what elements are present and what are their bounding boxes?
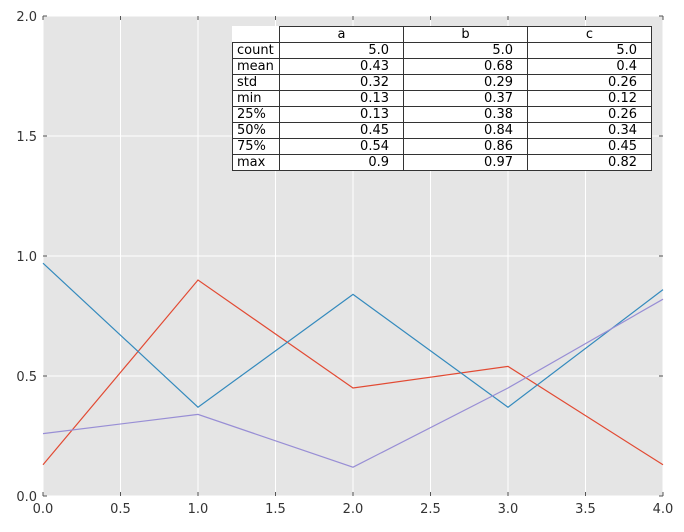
table-cell: 0.13 — [279, 106, 404, 123]
x-tick-label: 1.5 — [265, 502, 286, 517]
y-tick-label: 0.0 — [16, 490, 37, 505]
table-header-row: a b c — [233, 26, 652, 43]
x-tick-label: 3.5 — [575, 502, 596, 517]
table-cell: 0.37 — [403, 90, 528, 107]
table-cell: 0.38 — [403, 106, 528, 123]
x-tick-label: 1.0 — [188, 502, 209, 517]
series-line-c — [42, 298, 664, 468]
row-label: 25% — [232, 106, 280, 123]
table-cell: 5.0 — [403, 42, 528, 59]
table-cell: 0.45 — [279, 122, 404, 139]
y-tick-label: 1.0 — [16, 250, 37, 265]
table-cell: 0.43 — [279, 58, 404, 75]
row-label: mean — [232, 58, 280, 75]
table-cell: 5.0 — [527, 42, 652, 59]
y-tick-label: 0.5 — [16, 370, 37, 385]
table-cell: 0.34 — [527, 122, 652, 139]
table-corner — [233, 27, 280, 43]
table-cell: 0.12 — [527, 90, 652, 107]
row-label: count — [232, 42, 280, 59]
table-cell: 0.26 — [527, 106, 652, 123]
table-row: std 0.32 0.29 0.26 — [232, 74, 652, 91]
x-tick-label: 2.0 — [343, 502, 364, 517]
x-tick-label: 0.5 — [110, 502, 131, 517]
x-tick-label: 4.0 — [653, 502, 674, 517]
row-label: 75% — [232, 138, 280, 155]
x-tick-label: 2.5 — [420, 502, 441, 517]
column-header-c: c — [527, 26, 652, 43]
table-cell: 0.82 — [527, 154, 652, 171]
y-tick-label: 2.0 — [16, 10, 37, 25]
table-row: max 0.9 0.97 0.82 — [232, 154, 652, 171]
row-label: min — [232, 90, 280, 107]
table-cell: 0.4 — [527, 58, 652, 75]
table-cell: 0.68 — [403, 58, 528, 75]
table-cell: 5.0 — [279, 42, 404, 59]
table-row: 50% 0.45 0.84 0.34 — [232, 122, 652, 139]
table-cell: 0.97 — [403, 154, 528, 171]
series-line-b — [42, 262, 664, 408]
table-cell: 0.29 — [403, 74, 528, 91]
series-line-a — [42, 279, 664, 466]
x-tick-label: 3.0 — [498, 502, 519, 517]
table-cell: 0.26 — [527, 74, 652, 91]
table-cell: 0.32 — [279, 74, 404, 91]
table-row: 75% 0.54 0.86 0.45 — [232, 138, 652, 155]
table-row: mean 0.43 0.68 0.4 — [232, 58, 652, 75]
table-row: count 5.0 5.0 5.0 — [232, 42, 652, 59]
y-tick-label: 1.5 — [16, 130, 37, 145]
x-tick-label: 0.0 — [33, 502, 54, 517]
table-cell: 0.54 — [279, 138, 404, 155]
row-label: std — [232, 74, 280, 91]
table-row: min 0.13 0.37 0.12 — [232, 90, 652, 107]
column-header-b: b — [403, 26, 528, 43]
table-cell: 0.84 — [403, 122, 528, 139]
row-label: max — [232, 154, 280, 171]
table-row: 25% 0.13 0.38 0.26 — [232, 106, 652, 123]
row-label: 50% — [232, 122, 280, 139]
table-cell: 0.86 — [403, 138, 528, 155]
table-cell: 0.45 — [527, 138, 652, 155]
table-cell: 0.13 — [279, 90, 404, 107]
summary-stats-table: a b c count 5.0 5.0 5.0 mean 0.43 0.68 0… — [232, 26, 652, 171]
table-cell: 0.9 — [279, 154, 404, 171]
column-header-a: a — [279, 26, 404, 43]
